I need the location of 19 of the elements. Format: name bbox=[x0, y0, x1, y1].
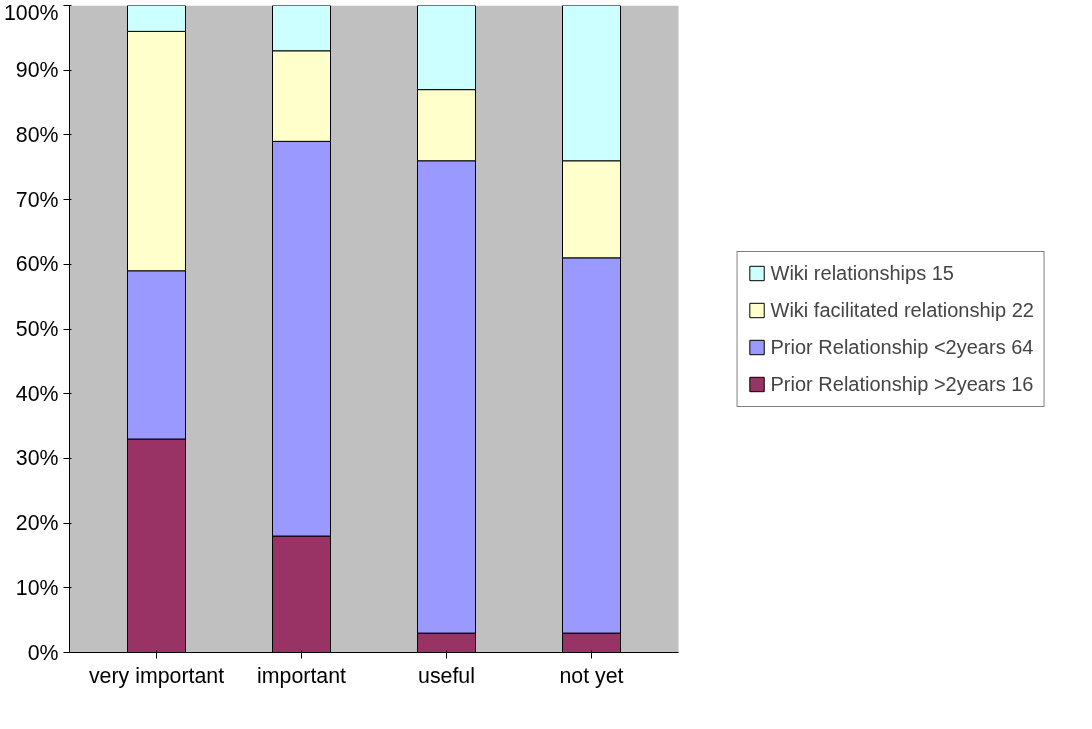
y-tick-label: 60% bbox=[15, 252, 59, 277]
x-tick-label: very important bbox=[88, 663, 225, 688]
y-tick-label: 40% bbox=[15, 381, 59, 406]
y-tick-label: 70% bbox=[15, 187, 59, 212]
y-tick-label: 80% bbox=[15, 122, 59, 147]
legend-label: Prior Relationship <2years 64 bbox=[770, 335, 1034, 359]
y-tick-label: 90% bbox=[15, 58, 59, 83]
y-tick-label: 20% bbox=[15, 511, 59, 536]
y-tick-label: 10% bbox=[15, 575, 59, 600]
x-tick-label: not yet bbox=[559, 663, 624, 688]
y-tick-label: 100% bbox=[3, 0, 59, 25]
legend-label: Wiki relationships 15 bbox=[770, 261, 954, 285]
x-tick-label: important bbox=[257, 663, 347, 688]
legend-label: Wiki facilitated relationship 22 bbox=[770, 298, 1034, 322]
x-tick-label: useful bbox=[418, 663, 475, 688]
y-tick-label: 0% bbox=[27, 640, 59, 665]
y-tick-label: 50% bbox=[15, 317, 59, 341]
legend-label: Prior Relationship >2years 16 bbox=[770, 372, 1034, 396]
y-tick-label: 30% bbox=[15, 446, 59, 471]
